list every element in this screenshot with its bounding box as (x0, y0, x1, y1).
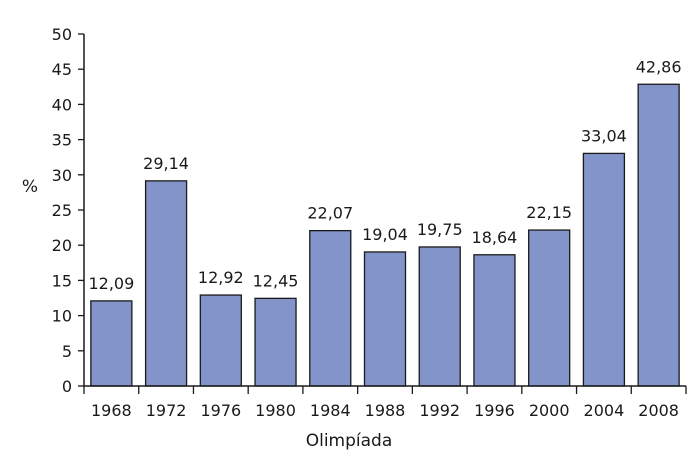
bar-2000 (528, 229, 571, 387)
y-axis-title: % (22, 177, 38, 197)
y-tick-label: 50 (52, 25, 72, 44)
x-tick-label-1976: 1976 (200, 401, 241, 420)
bar-1984 (309, 229, 352, 387)
data-labels-layer: 12,09 29,14 12,92 12,45 22,07 19,04 19,75 18,64… (88, 57, 681, 293)
y-tick-label: 10 (52, 307, 72, 326)
y-tick-label: 15 (52, 271, 72, 290)
data-label-2008: 42,86 (636, 57, 682, 76)
data-label-1980: 12,45 (253, 271, 299, 290)
x-tick-label-2008: 2008 (638, 401, 679, 420)
x-tick-label-1996: 1996 (474, 401, 515, 420)
y-tick-label: 45 (52, 60, 72, 79)
bar-1972 (144, 180, 188, 387)
y-tick-label: 25 (52, 201, 72, 220)
data-label-1972: 29,14 (143, 154, 189, 173)
data-label-1992: 19,75 (417, 220, 463, 239)
data-label-1988: 19,04 (362, 225, 408, 244)
bar-1992 (418, 246, 461, 387)
bar-1968 (90, 300, 133, 387)
bar-2004 (582, 152, 626, 387)
data-label-1996: 18,64 (472, 228, 518, 247)
y-ticks-layer: 0 5 10 15 20 25 30 35 40 45 50 (52, 25, 84, 396)
data-label-2004: 33,04 (581, 126, 627, 145)
x-tick-label-1988: 1988 (365, 401, 406, 420)
x-tick-label-2000: 2000 (529, 401, 570, 420)
data-label-2000: 22,15 (526, 203, 572, 222)
bars-layer (90, 83, 680, 387)
y-tick-label: 35 (52, 131, 72, 150)
bar-1976 (199, 294, 242, 387)
x-tick-label-1980: 1980 (255, 401, 296, 420)
x-tick-label-1968: 1968 (91, 401, 132, 420)
x-tick-label-1992: 1992 (419, 401, 460, 420)
x-ticks-layer: 1968 1972 1976 1980 1984 1988 1992 1996 2000 2004… (83, 386, 687, 420)
x-tick-label-2004: 2004 (584, 401, 625, 420)
y-tick-label: 0 (62, 377, 72, 396)
x-axis-title: Olimpíada (306, 431, 393, 451)
bar-1980 (254, 297, 297, 387)
data-label-1976: 12,92 (198, 268, 244, 287)
x-tick-label-1984: 1984 (310, 401, 351, 420)
data-label-1984: 22,07 (307, 204, 353, 223)
y-tick-label: 30 (52, 166, 72, 185)
y-tick-label: 40 (52, 95, 72, 114)
y-tick-label: 5 (62, 342, 72, 361)
y-tick-label: 20 (52, 236, 72, 255)
bar-2008 (637, 83, 680, 387)
bar-1988 (363, 251, 407, 387)
x-tick-label-1972: 1972 (146, 401, 187, 420)
bar-1996 (473, 254, 516, 387)
data-label-1968: 12,09 (88, 274, 134, 293)
